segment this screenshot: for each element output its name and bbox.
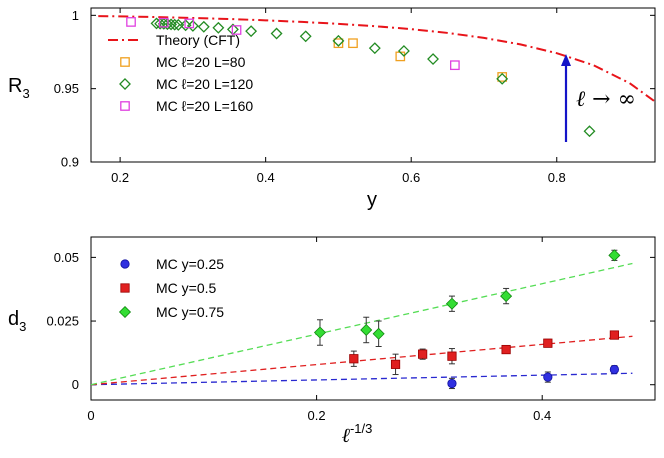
data-point	[360, 323, 373, 336]
data-point	[501, 344, 511, 355]
r3-ylabel-subscript: 3	[22, 86, 29, 101]
x-tick-label: 0.4	[257, 170, 275, 185]
legend-label: MC ℓ=20 L=80	[156, 54, 246, 70]
theory-curve	[98, 15, 656, 103]
data-point	[126, 17, 136, 27]
data-point	[447, 378, 457, 389]
legend-label: MC ℓ=20 L=160	[156, 98, 253, 114]
r3-ylabel-main: R	[8, 75, 22, 97]
d3-plot-frame	[90, 236, 656, 401]
legend-swatch	[118, 305, 132, 319]
data-point	[212, 21, 225, 34]
legend-label: MC y=0.5	[156, 280, 217, 296]
d3-ylabel-main: d	[8, 308, 19, 330]
d3-xlabel-main: ℓ	[342, 423, 351, 447]
data-point	[500, 290, 513, 303]
data-point	[397, 45, 410, 57]
data-point	[450, 60, 460, 71]
legend-swatch	[120, 101, 130, 111]
data-point	[608, 249, 621, 262]
r3-panel: 0.2 0.4 0.6 0.8 0.9 0.95 1 Theory (CFT) MC ℓ=20…	[8, 7, 656, 211]
d3-series	[90, 249, 633, 390]
d3-xlabel-superscript: -1/3	[350, 421, 372, 436]
r3-series	[98, 15, 656, 138]
data-point	[543, 372, 553, 382]
limit-annotation-text: ℓ → ∞	[576, 87, 636, 112]
data-point	[395, 51, 406, 62]
r3-ylabel: R3	[8, 75, 30, 101]
d3-xlabel: ℓ-1/3	[342, 421, 373, 447]
data-point	[161, 18, 174, 31]
d3-ylabel-subscript: 3	[19, 319, 26, 334]
data-point	[179, 19, 192, 32]
legend-swatch	[120, 57, 130, 67]
legend-label: MC y=0.75	[156, 304, 224, 320]
y-tick-label: 0.025	[46, 314, 79, 329]
data-point	[496, 72, 509, 85]
data-point	[390, 359, 401, 369]
data-point	[543, 338, 553, 348]
r3-xlabel: y	[367, 189, 377, 211]
data-point	[270, 27, 283, 40]
legend-label: Theory (CFT)	[156, 32, 240, 48]
fit-line	[90, 262, 633, 386]
data-point	[368, 42, 381, 55]
legend-label: MC ℓ=20 L=120	[156, 76, 253, 92]
data-point	[497, 72, 508, 82]
legend-swatch	[119, 78, 131, 90]
data-point	[184, 18, 195, 29]
x-tick-label: 0.2	[111, 170, 129, 185]
x-tick-label: 0.8	[548, 170, 566, 185]
data-point	[427, 53, 439, 65]
d3-legend: MC y=0.25 MC y=0.5 MC y=0.75	[118, 256, 224, 320]
data-point	[447, 351, 457, 361]
data-point	[418, 349, 428, 359]
y-tick-label: 1	[72, 8, 79, 23]
x-tick-label: 0.4	[533, 408, 551, 423]
data-point	[168, 18, 181, 31]
data-point	[186, 19, 199, 32]
fit-line	[90, 335, 633, 386]
r3-annotation: ℓ → ∞	[561, 54, 636, 142]
data-point	[583, 125, 596, 138]
legend-label: MC y=0.25	[156, 256, 224, 272]
data-point	[313, 326, 327, 339]
r3-legend: Theory (CFT) MC ℓ=20 L=80 MC ℓ=20 L=120 MC …	[108, 32, 253, 114]
data-point	[154, 17, 167, 30]
data-point	[609, 364, 619, 375]
limit-arrow-head	[561, 54, 571, 66]
r3-axis-ticks: 0.2 0.4 0.6 0.8 0.9 0.95 1	[54, 8, 655, 185]
data-point	[197, 20, 210, 33]
fit-line	[90, 372, 633, 386]
d3-ylabel: d3	[8, 308, 26, 334]
data-point	[172, 18, 185, 31]
x-tick-label: 0.2	[308, 408, 326, 423]
legend-swatch	[120, 283, 130, 293]
x-tick-label: 0.6	[402, 170, 420, 185]
data-point	[157, 17, 170, 30]
r3-plot-frame	[90, 7, 656, 163]
y-tick-label: 0.05	[54, 250, 79, 265]
y-tick-label: 0.95	[54, 81, 79, 96]
data-point	[333, 38, 344, 49]
data-point	[372, 327, 385, 340]
data-point	[348, 38, 358, 49]
data-point	[332, 34, 345, 47]
legend-swatch	[120, 259, 130, 269]
data-point	[349, 354, 359, 364]
x-tick-label: 0	[87, 408, 94, 423]
data-point	[445, 297, 458, 310]
data-point	[245, 25, 258, 38]
data-point	[299, 30, 312, 43]
y-tick-label: 0	[72, 377, 79, 392]
data-point	[231, 25, 242, 35]
data-point	[609, 330, 619, 340]
y-tick-label: 0.9	[61, 155, 79, 170]
d3-axis-ticks: 0 0.2 0.4 0 0.025 0.05	[46, 237, 655, 423]
data-point	[158, 17, 169, 28]
